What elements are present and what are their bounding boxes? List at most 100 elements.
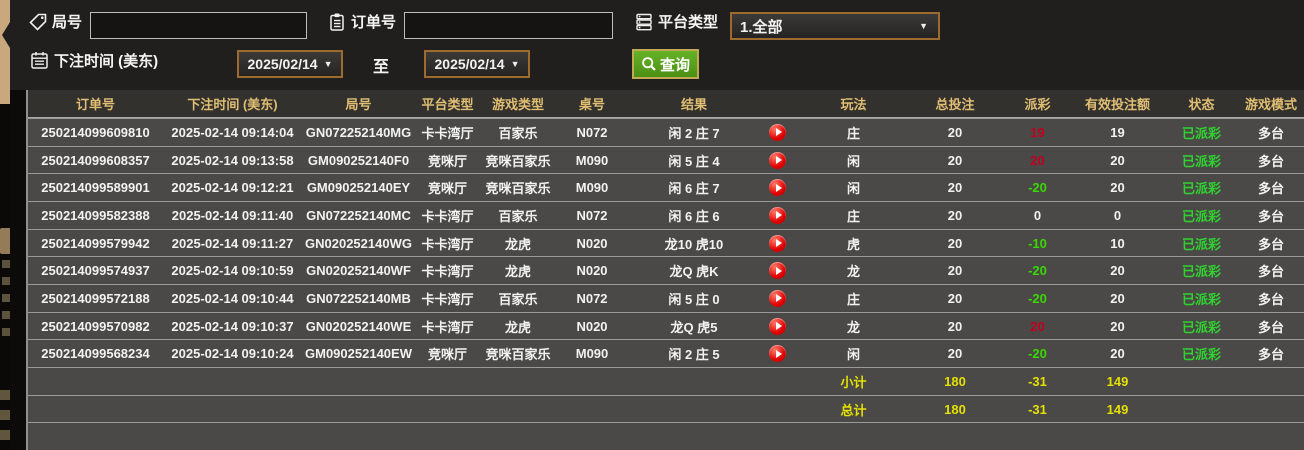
cell-result: 闲 6 庄 7 xyxy=(628,174,802,201)
cell-empty xyxy=(302,423,415,450)
play-icon[interactable] xyxy=(769,289,786,307)
play-icon[interactable] xyxy=(769,206,786,224)
cell-mode: 多台 xyxy=(1257,319,1284,335)
cell-total-bet: 20 xyxy=(947,290,963,306)
total-row: 总计 180 -31 149 xyxy=(28,394,1304,423)
cell-total-bet: 20 xyxy=(947,207,963,223)
cell-bet-time: 2025-02-14 09:13:58 xyxy=(171,152,294,168)
play-icon[interactable] xyxy=(769,262,786,280)
cell-mode: 多台 xyxy=(1257,236,1284,252)
cell-game-type: 龙虎 xyxy=(504,319,531,335)
cell-order-id: 250214099579942 xyxy=(41,235,150,251)
play-icon[interactable] xyxy=(769,317,786,335)
cell-empty xyxy=(28,368,163,395)
to-label: 至 xyxy=(373,59,390,76)
play-icon[interactable] xyxy=(769,234,786,252)
total-row-total_bet: 180 xyxy=(944,401,966,417)
query-button-label: 查询 xyxy=(660,56,691,74)
cell-game-no: GN020252140WE xyxy=(305,318,412,334)
server-icon xyxy=(634,12,654,32)
table-row: 250214099589901 2025-02-14 09:12:21 GM0902… xyxy=(28,173,1304,202)
column-header: 有效投注额 xyxy=(1084,97,1150,112)
cell-bet-time: 2025-02-14 09:12:21 xyxy=(171,180,294,196)
total-row-payout: -31 xyxy=(1028,401,1047,417)
table-row: 250214099582388 2025-02-14 09:11:40 GN0722… xyxy=(28,201,1304,229)
play-icon[interactable] xyxy=(769,151,786,169)
cell-mode: 多台 xyxy=(1257,125,1284,141)
cell-valid-bet: 19 xyxy=(1110,124,1125,140)
cell-total-bet: 20 xyxy=(947,346,963,362)
search-icon xyxy=(642,57,656,71)
cell-payout: 0 xyxy=(1033,207,1042,223)
cell-platform: 卡卡湾厅 xyxy=(421,264,474,280)
bet-time-group: 下注时间 (美东) xyxy=(29,50,158,71)
cell-payout: 20 xyxy=(1030,318,1045,334)
cell-platform: 竞咪厅 xyxy=(427,347,467,363)
cell-order-id: 250214099609810 xyxy=(41,124,150,140)
cell-empty xyxy=(905,423,1005,450)
cell-status: 已派彩 xyxy=(1181,319,1221,335)
cell-play: 龙 xyxy=(846,319,860,335)
cell-payout: 19 xyxy=(1030,124,1045,140)
cell-status: 已派彩 xyxy=(1181,347,1221,363)
query-button[interactable]: 查询 xyxy=(632,49,700,79)
cell-mode: 多台 xyxy=(1257,347,1284,363)
cell-empty xyxy=(1165,368,1238,395)
cell-total-bet: 20 xyxy=(947,124,963,140)
cell-order-id: 250214099582388 xyxy=(41,207,150,223)
cell-empty xyxy=(628,423,802,450)
clipboard-icon xyxy=(327,12,347,32)
cell-empty xyxy=(628,368,802,395)
cell-mode: 多台 xyxy=(1257,153,1284,169)
order-no-input[interactable] xyxy=(404,12,613,39)
cell-result: 闲 5 庄 4 xyxy=(628,147,802,174)
bet-time-label: 下注时间 (美东) xyxy=(54,53,159,70)
cell-status: 已派彩 xyxy=(1181,291,1221,307)
cell-empty xyxy=(556,423,628,450)
cell-empty xyxy=(415,396,480,423)
result-text: 龙10 虎10 xyxy=(664,236,724,252)
column-header: 状态 xyxy=(1188,97,1215,112)
cell-status: 已派彩 xyxy=(1181,236,1221,252)
cell-bet-time: 2025-02-14 09:10:24 xyxy=(171,346,294,362)
table-row: 250214099574937 2025-02-14 09:10:59 GN0202… xyxy=(28,256,1304,285)
cell-game-no: GN072252140MC xyxy=(306,207,411,223)
platform-type-select[interactable]: 1.全部 ▼ xyxy=(730,12,940,40)
cell-game-no: GN020252140WG xyxy=(305,235,412,251)
cell-empty xyxy=(1165,423,1238,450)
cell-order-id: 250214099608357 xyxy=(41,152,150,168)
play-icon[interactable] xyxy=(769,123,786,141)
cell-platform: 卡卡湾厅 xyxy=(421,125,474,141)
cell-payout: -20 xyxy=(1028,346,1047,362)
cell-table-no: N072 xyxy=(576,207,608,223)
cell-table-no: N020 xyxy=(576,263,608,279)
cell-result: 闲 2 庄 7 xyxy=(628,119,802,146)
cell-payout: 20 xyxy=(1030,152,1045,168)
cell-platform: 卡卡湾厅 xyxy=(421,208,474,224)
play-icon[interactable] xyxy=(769,179,786,197)
subtotal-row-play: 小计 xyxy=(840,374,867,390)
column-header: 派彩 xyxy=(1024,97,1051,112)
game-no-input[interactable] xyxy=(90,12,307,39)
cell-bet-time: 2025-02-14 09:10:37 xyxy=(171,318,294,334)
cell-game-no: GN072252140MG xyxy=(305,124,412,140)
date-from-select[interactable]: 2025/02/14 ▼ xyxy=(237,50,343,78)
cell-play: 庄 xyxy=(846,208,860,224)
cell-play: 闲 xyxy=(846,181,860,197)
cell-mode: 多台 xyxy=(1257,264,1284,280)
play-icon[interactable] xyxy=(769,345,786,363)
column-header: 游戏模式 xyxy=(1244,97,1297,112)
cell-empty xyxy=(628,396,802,423)
table-row: 250214099572188 2025-02-14 09:10:44 GN0722… xyxy=(28,284,1304,312)
column-header: 总投注 xyxy=(935,97,975,112)
date-to-select[interactable]: 2025/02/14 ▼ xyxy=(424,50,530,78)
table-row: 250214099579942 2025-02-14 09:11:27 GN0202… xyxy=(28,228,1304,257)
cell-order-id: 250214099574937 xyxy=(41,263,150,279)
column-header: 订单号 xyxy=(75,97,115,112)
chevron-down-icon: ▼ xyxy=(510,59,520,69)
cell-table-no: M090 xyxy=(575,180,609,196)
platform-type-label: 平台类型 xyxy=(658,14,719,31)
cell-game-type: 百家乐 xyxy=(498,125,538,141)
column-header: 下注时间 (美东) xyxy=(187,97,278,112)
column-header-label: 结果 xyxy=(680,97,707,112)
